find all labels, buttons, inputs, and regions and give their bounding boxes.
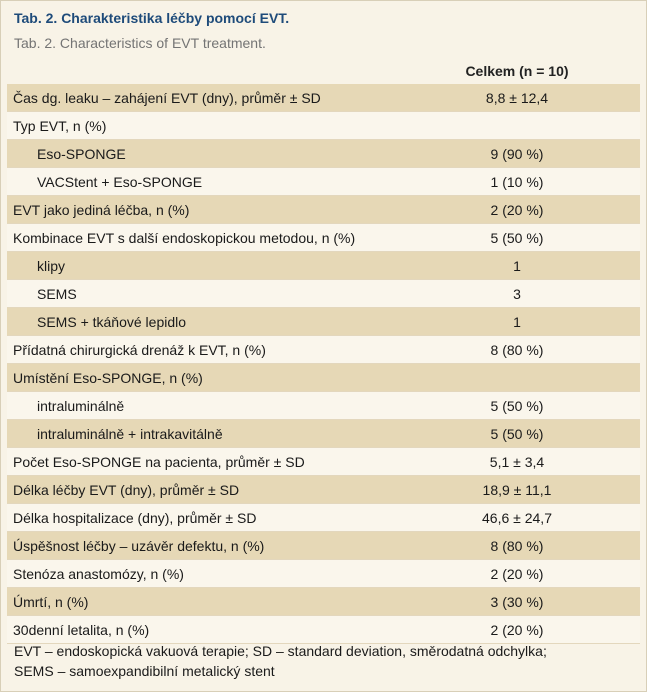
row-value: 3	[513, 285, 521, 302]
row-label: Úmrtí, n (%)	[13, 593, 89, 610]
table-row: 30denní letalita, n (%) 2 (20 %)	[7, 616, 640, 644]
row-label: klipy	[37, 257, 66, 274]
row-label: Stenóza anastomózy, n (%)	[13, 565, 184, 582]
row-value: 9 (90 %)	[490, 145, 544, 162]
row-value: 8,8 ± 12,4	[485, 89, 549, 106]
table-row: Úmrtí, n (%) 3 (30 %)	[7, 588, 640, 616]
row-label: Eso-SPONGE	[37, 145, 126, 162]
table-row: Počet Eso-SPONGE na pacienta, průměr ± S…	[7, 448, 640, 476]
row-label: intraluminálně + intrakavitálně	[37, 425, 223, 442]
row-value: 1	[513, 313, 521, 330]
row-label: Úspěšnost léčby – uzávěr defektu, n (%)	[13, 537, 265, 554]
row-value: 8 (80 %)	[490, 341, 544, 358]
row-label: Délka léčby EVT (dny), průměr ± SD	[13, 481, 240, 498]
table-row: Typ EVT, n (%)	[7, 112, 640, 140]
footnote-line: EVT – endoskopická vakuová terapie; SD –…	[14, 643, 547, 659]
table-title: Tab. 2. Charakteristika léčby pomocí EVT…	[14, 10, 290, 26]
row-value: 5,1 ± 3,4	[489, 453, 545, 470]
footnote-line: SEMS – samoexpandibilní metalický stent	[14, 663, 275, 679]
row-value: 5 (50 %)	[490, 229, 544, 246]
row-value: 2 (20 %)	[490, 201, 544, 218]
table-row: Umístění Eso-SPONGE, n (%)	[7, 364, 640, 392]
row-value: 8 (80 %)	[490, 537, 544, 554]
row-label: EVT jako jediná léčba, n (%)	[13, 201, 190, 218]
row-value: 5 (50 %)	[490, 425, 544, 442]
table-subtitle: Tab. 2. Characteristics of EVT treatment…	[14, 35, 266, 51]
row-label: Délka hospitalizace (dny), průměr ± SD	[13, 509, 257, 526]
row-value: 2 (20 %)	[490, 621, 544, 638]
row-label: Umístění Eso-SPONGE, n (%)	[13, 369, 203, 386]
table-row: SEMS 3	[7, 280, 640, 308]
table-row: Délka hospitalizace (dny), průměr ± SD 46…	[7, 504, 640, 532]
table-row: EVT jako jediná léčba, n (%) 2 (20 %)	[7, 196, 640, 224]
table-row: Čas dg. leaku – zahájení EVT (dny), prům…	[7, 84, 640, 112]
row-value: 3 (30 %)	[490, 593, 544, 610]
table-row: Eso-SPONGE 9 (90 %)	[7, 140, 640, 168]
row-label: SEMS + tkáňové lepidlo	[37, 313, 187, 330]
row-value: 2 (20 %)	[490, 565, 544, 582]
row-label: Typ EVT, n (%)	[13, 117, 107, 134]
table-row: Úspěšnost léčby – uzávěr defektu, n (%) 8…	[7, 532, 640, 560]
row-label: Počet Eso-SPONGE na pacienta, průměr ± S…	[13, 453, 305, 470]
row-label: VACStent + Eso-SPONGE	[37, 173, 203, 190]
table-row: Stenóza anastomózy, n (%) 2 (20 %)	[7, 560, 640, 588]
row-label: Přídatná chirurgická drenáž k EVT, n (%)	[13, 341, 266, 358]
table-row: SEMS + tkáňové lepidlo 1	[7, 308, 640, 336]
row-label: Kombinace EVT s další endoskopickou meto…	[13, 229, 356, 246]
row-value: 1	[513, 257, 521, 274]
table-row: Přídatná chirurgická drenáž k EVT, n (%)…	[7, 336, 640, 364]
row-label: 30denní letalita, n (%)	[13, 621, 150, 638]
table-row: intraluminálně + intrakavitálně 5 (50 %)	[7, 420, 640, 448]
row-value: 46,6 ± 24,7	[482, 509, 552, 526]
row-value: 18,9 ± 11,1	[482, 481, 552, 498]
column-header-total: Celkem (n = 10)	[465, 63, 569, 79]
row-value: 1 (10 %)	[490, 173, 544, 190]
table-footnote: EVT – endoskopická vakuová terapie; SD –…	[14, 641, 634, 681]
table-row: VACStent + Eso-SPONGE 1 (10 %)	[7, 168, 640, 196]
table-row: klipy 1	[7, 252, 640, 280]
data-table: Čas dg. leaku – zahájení EVT (dny), prům…	[7, 84, 640, 644]
table-row: intraluminálně 5 (50 %)	[7, 392, 640, 420]
row-label: SEMS	[37, 285, 77, 302]
table-row: Kombinace EVT s další endoskopickou meto…	[7, 224, 640, 252]
row-label: intraluminálně	[37, 397, 125, 414]
row-label: Čas dg. leaku – zahájení EVT (dny), prům…	[13, 89, 321, 106]
table-row: Délka léčby EVT (dny), průměr ± SD 18,9 ±…	[7, 476, 640, 504]
row-value: 5 (50 %)	[490, 397, 544, 414]
